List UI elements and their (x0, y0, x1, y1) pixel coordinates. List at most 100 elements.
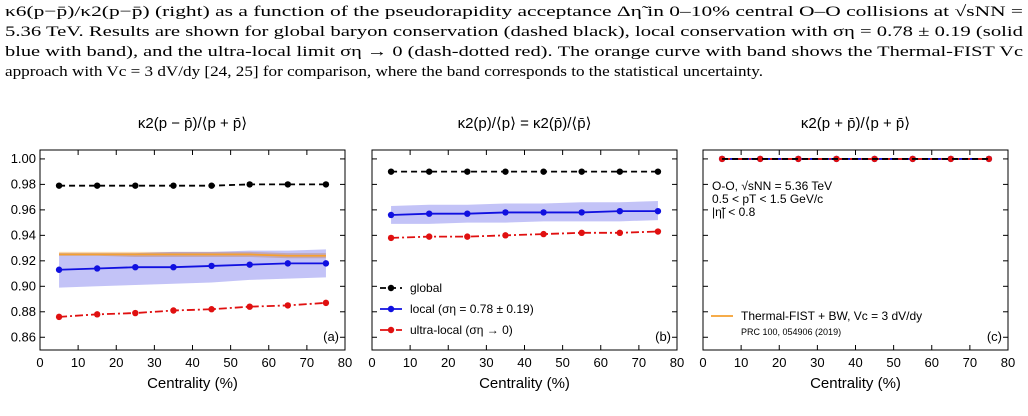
point (502, 168, 509, 175)
point (756, 155, 764, 163)
x-tick-label: 20 (772, 355, 786, 370)
series-line (391, 230, 658, 239)
y-tick-label: 0.98 (11, 176, 36, 191)
chart-title: κ2(p)/⟨p⟩ = κ2(p̄)/⟨p̄⟩ (458, 115, 592, 132)
y-tick-label: 0.90 (11, 278, 36, 293)
panel-label: (a) (323, 329, 339, 344)
legend-label: global (410, 281, 442, 295)
point (55, 266, 63, 273)
point (947, 155, 955, 163)
point (387, 168, 395, 175)
point (654, 168, 662, 175)
x-tick-label: 10 (734, 355, 748, 370)
point (654, 207, 662, 215)
point (795, 155, 802, 163)
caption-line: 5.36 TeV. Results are shown for global b… (5, 24, 1024, 40)
x-tick-label: 60 (925, 355, 939, 370)
chart-title: κ2(p + p̄)/⟨p + p̄⟩ (801, 115, 910, 132)
point (170, 182, 177, 189)
x-tick-label: 30 (479, 355, 493, 370)
point (132, 309, 139, 317)
point (540, 209, 547, 216)
x-tick-label: 0 (36, 355, 43, 370)
point (246, 303, 253, 310)
x-tick-label: 40 (185, 355, 199, 370)
x-tick-label: 80 (338, 355, 352, 370)
point (93, 182, 101, 189)
point (387, 234, 395, 242)
point (322, 299, 330, 307)
point (284, 260, 292, 267)
x-tick-label: 50 (886, 355, 900, 370)
annotation: |η̃| < 0.8 (712, 205, 756, 219)
x-tick-label: 70 (632, 355, 646, 370)
point (540, 230, 547, 238)
x-tick-label: 60 (262, 355, 276, 370)
series-line (59, 301, 326, 318)
point (284, 181, 292, 188)
x-tick-label: 40 (517, 355, 531, 370)
point (464, 210, 471, 217)
x-tick-label: 50 (223, 355, 237, 370)
caption-line: approach with Vc = 3 dV/dy [24, 25] for … (5, 64, 763, 80)
y-tick-label: 0.94 (11, 227, 36, 242)
point (540, 168, 547, 175)
point (985, 155, 993, 163)
y-tick-label: 0.96 (11, 202, 36, 217)
y-tick-label: 0.86 (11, 329, 36, 344)
x-axis-label: Centrality (%) (479, 375, 570, 392)
plot-frame (371, 149, 678, 351)
uncertainty-band (59, 249, 326, 288)
point (208, 262, 215, 270)
point (654, 228, 662, 235)
x-tick-label: 70 (300, 355, 314, 370)
x-tick-label: 70 (963, 355, 977, 370)
point (464, 233, 471, 240)
legend-marker (387, 284, 395, 292)
point (322, 181, 330, 188)
point (616, 207, 624, 215)
x-tick-label: 20 (109, 355, 123, 370)
point (208, 182, 215, 189)
point (132, 182, 139, 189)
point (170, 263, 177, 271)
point (578, 209, 585, 216)
panel-label: (c) (987, 329, 1002, 344)
point (578, 168, 585, 175)
plot-frame (39, 149, 346, 351)
point (170, 307, 177, 314)
x-tick-label: 40 (848, 355, 862, 370)
point (132, 263, 139, 271)
point (464, 168, 471, 175)
point (425, 168, 433, 175)
panel-label: (b) (655, 329, 671, 344)
x-tick-label: 20 (441, 355, 455, 370)
point (616, 168, 624, 175)
point (55, 313, 63, 321)
point (284, 302, 292, 309)
legend-label: local (ση = 0.78 ± 0.19) (410, 302, 534, 316)
y-tick-label: 0.88 (11, 304, 36, 319)
legend-label: ultra-local (ση → 0) (410, 323, 513, 337)
legend-marker (387, 305, 395, 313)
point (93, 311, 101, 318)
point (322, 260, 330, 267)
x-tick-label: 60 (594, 355, 608, 370)
point (246, 181, 253, 188)
point (425, 210, 433, 217)
point (502, 209, 509, 216)
series-line (59, 183, 326, 187)
chart-title: κ2(p − p̄)/⟨p + p̄⟩ (138, 115, 247, 132)
x-tick-label: 30 (147, 355, 161, 370)
point (246, 261, 253, 268)
point (502, 232, 509, 239)
point (425, 233, 433, 240)
series-line (59, 253, 326, 257)
reference: PRC 100, 054906 (2019) (741, 327, 841, 337)
point (578, 229, 585, 237)
x-tick-label: 50 (555, 355, 569, 370)
series-line (391, 210, 658, 216)
annotation: O-O, √sNN = 5.36 TeV (712, 179, 832, 193)
point (208, 306, 215, 313)
